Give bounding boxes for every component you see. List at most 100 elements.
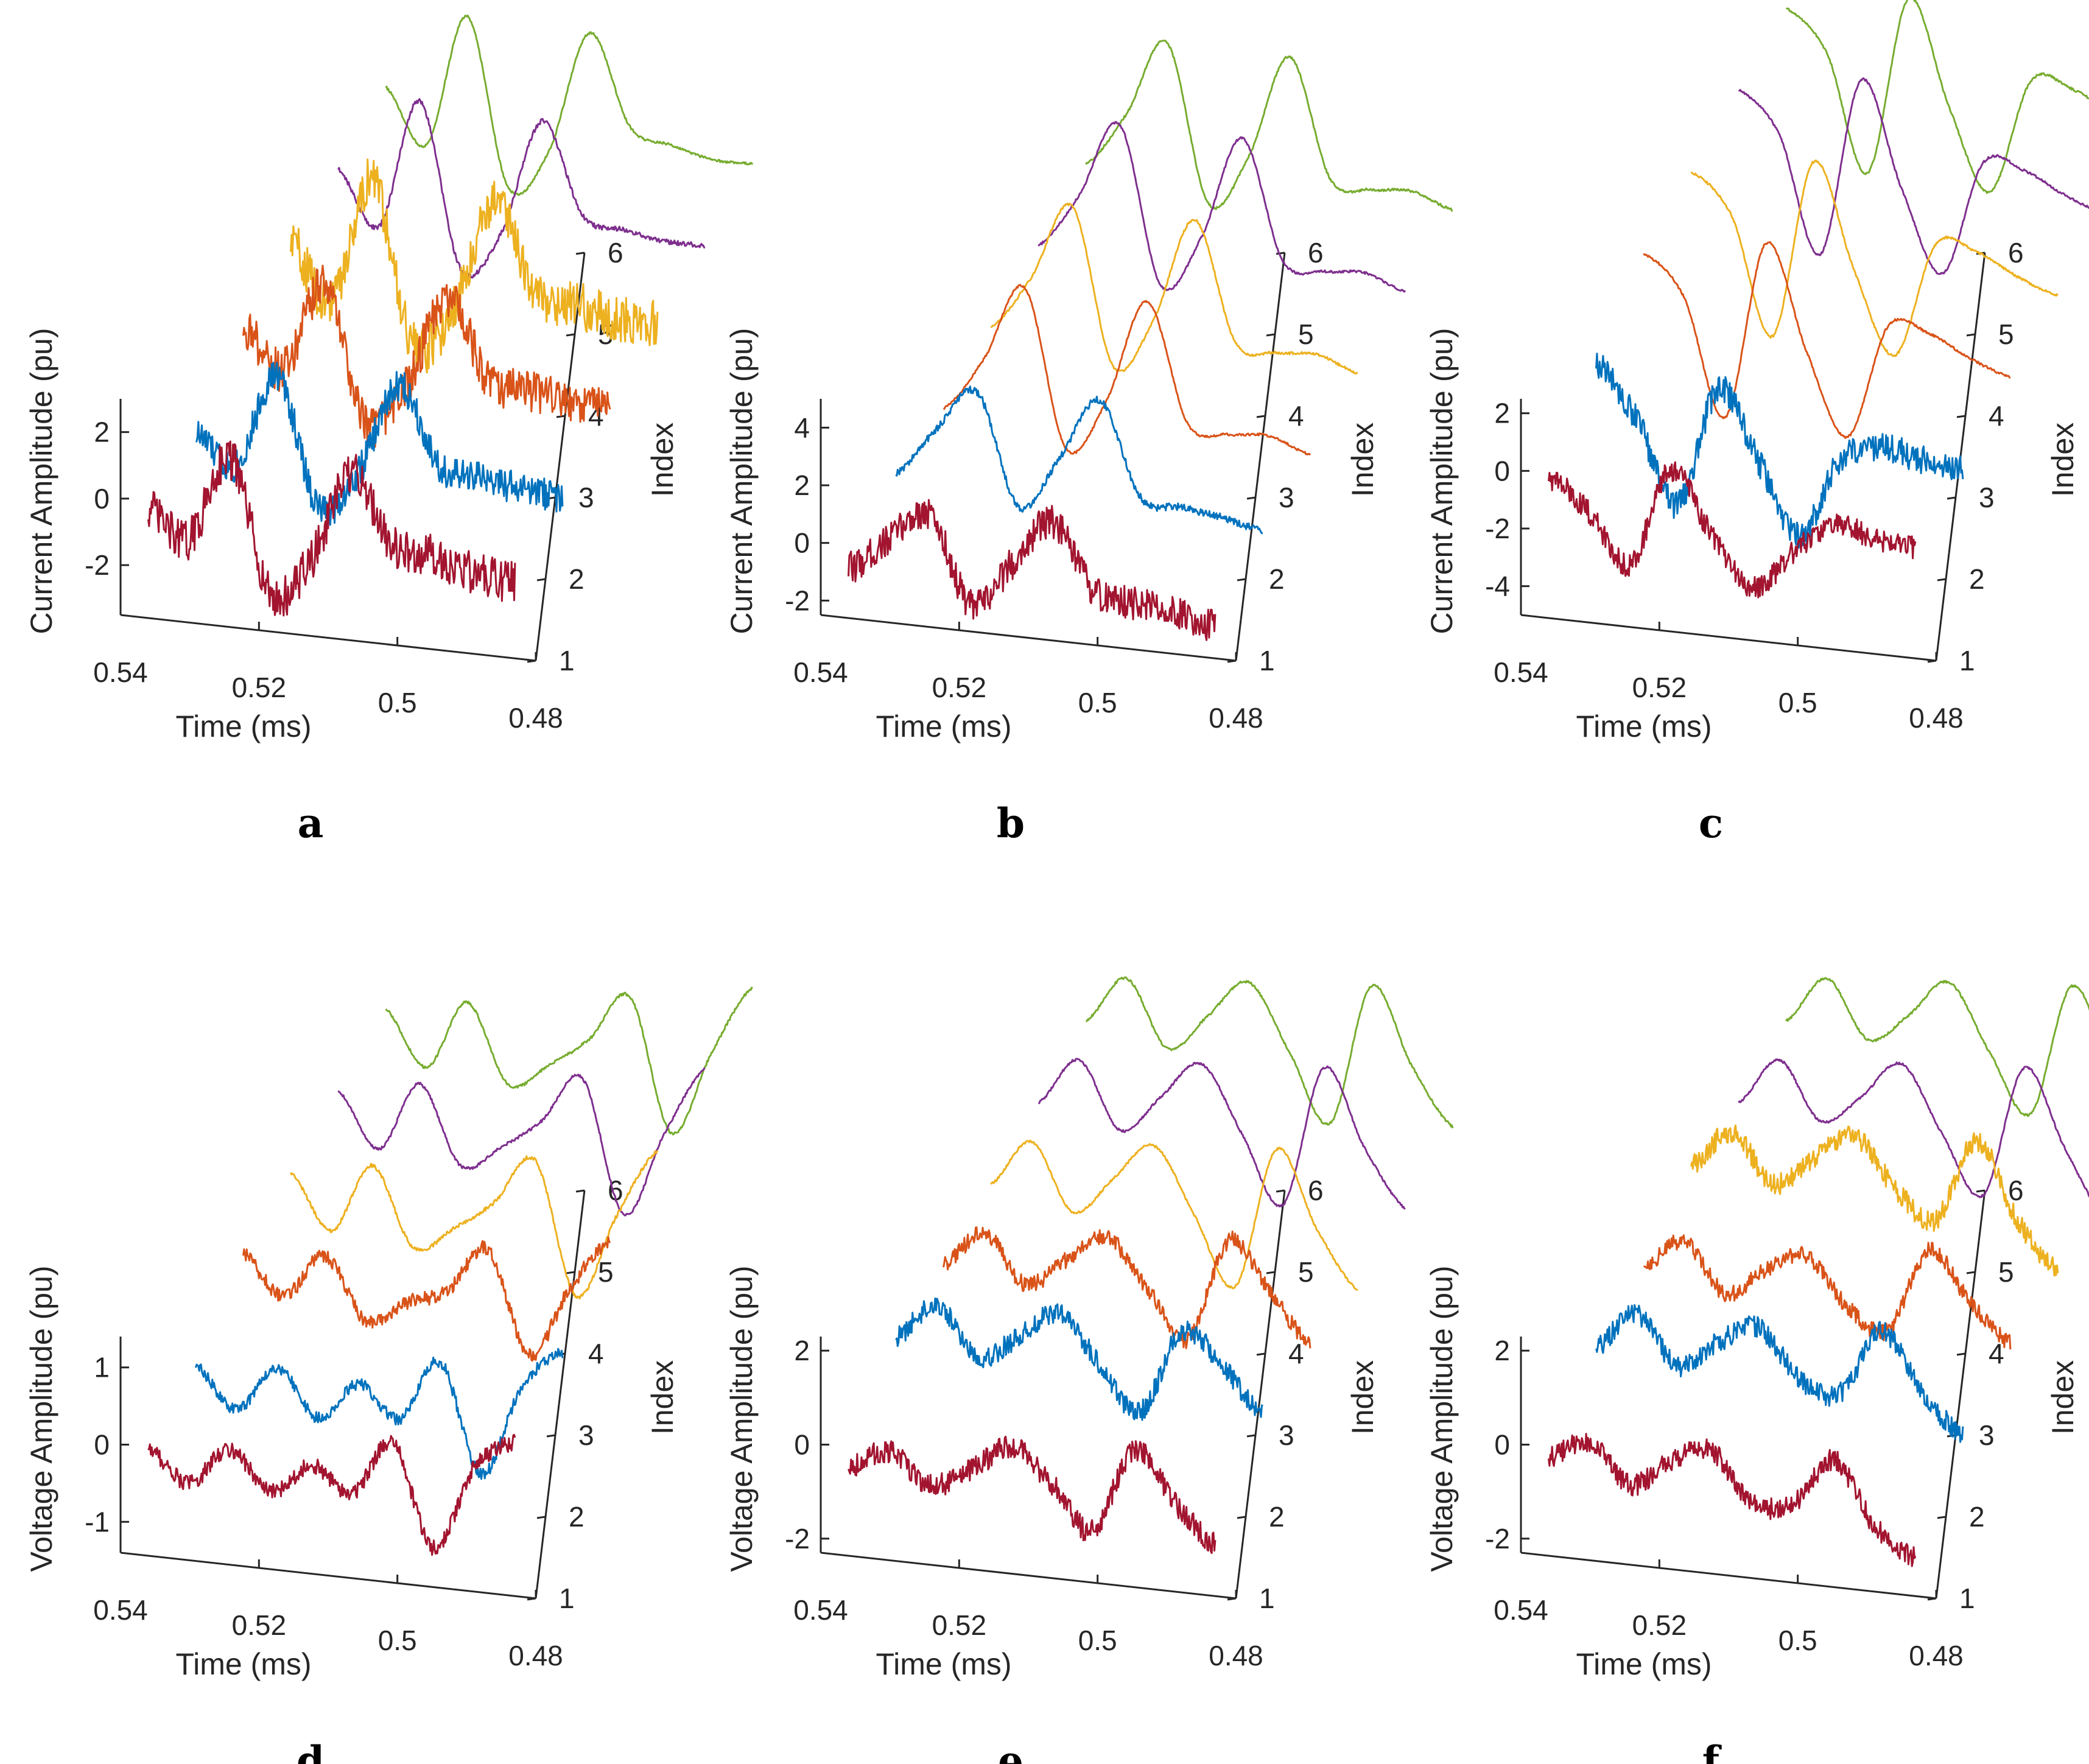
series-line-index-2	[1595, 353, 1964, 549]
z-tick-label: 4	[1288, 1338, 1304, 1369]
x-tick-label: 0.5	[378, 1625, 417, 1656]
z-tick-label: 6	[608, 237, 623, 269]
series-line-index-1	[147, 440, 516, 617]
z-tick-label: 2	[569, 1501, 585, 1533]
z-tick	[556, 415, 566, 418]
z-tick	[1956, 415, 1966, 418]
series-line-index-4	[990, 202, 1358, 375]
y-axis-label: Voltage Amplitude (pu)	[725, 1265, 759, 1572]
z-tick-label: 2	[569, 563, 585, 595]
series-line-index-5	[1738, 1058, 2089, 1198]
z-tick-label: 5	[1998, 1256, 2014, 1288]
z-tick	[575, 251, 585, 255]
series-line-index-2	[895, 385, 1263, 535]
z-tick	[536, 1516, 546, 1519]
x-tick-label: 0.54	[793, 1594, 848, 1626]
y-tick-label: -2	[1485, 513, 1510, 544]
z-axis-line	[535, 1190, 586, 1599]
z-axis-label: Index	[645, 423, 679, 497]
z-tick-label: 4	[588, 1338, 604, 1369]
z-tick-label: 4	[1288, 400, 1304, 432]
series-line-index-3	[1643, 241, 2011, 439]
y-tick-label: 2	[1494, 398, 1510, 429]
z-tick-label: 3	[578, 482, 594, 513]
y-tick-label: -1	[85, 1506, 110, 1537]
series-line-index-3	[1643, 1234, 2012, 1350]
z-tick	[1276, 251, 1285, 255]
y-axis-label: Current Amplitude (pu)	[1425, 328, 1459, 634]
z-tick-label: 5	[1298, 318, 1314, 350]
z-tick-label: 3	[1279, 1419, 1294, 1451]
z-axis-label: Index	[2046, 1360, 2080, 1435]
y-tick-label: -2	[1485, 1523, 1510, 1555]
series-line-index-6	[385, 15, 754, 196]
z-tick-label: 1	[559, 1583, 575, 1614]
x-tick-label: 0.54	[93, 1594, 148, 1626]
z-tick-label: 4	[1989, 1338, 2004, 1369]
x-axis-label: Time (ms)	[876, 709, 1011, 743]
series-line-index-5	[1738, 77, 2089, 275]
z-tick	[1956, 1352, 1966, 1356]
panel-label: c	[1699, 799, 1723, 847]
y-tick-label: 0	[1494, 455, 1510, 487]
series-line-index-4	[290, 158, 659, 374]
series-line-index-1	[1548, 461, 1917, 599]
series-line-index-1	[848, 1435, 1217, 1555]
z-tick	[566, 333, 575, 337]
z-tick-label: 1	[1959, 645, 1975, 676]
z-tick-label: 1	[1259, 1583, 1275, 1614]
x-tick-label: 0.54	[1494, 656, 1548, 688]
x-axis-label: Time (ms)	[175, 709, 311, 743]
z-tick-label: 6	[2008, 1175, 2024, 1206]
y-tick-label: 0	[94, 483, 110, 515]
z-axis-line	[1235, 1190, 1286, 1599]
x-tick-label: 0.5	[1778, 687, 1817, 719]
series-line-index-5	[1037, 121, 1406, 293]
z-tick-label: 1	[1259, 645, 1275, 676]
x-tick-label: 0.5	[1778, 1625, 1817, 1656]
x-axis-line	[120, 1551, 536, 1600]
x-axis-line	[820, 614, 1237, 662]
series-line-index-4	[290, 1150, 659, 1299]
x-axis-label: Time (ms)	[1576, 1647, 1712, 1681]
series-line-index-4	[990, 1139, 1358, 1291]
z-tick	[1927, 1597, 1937, 1601]
x-axis-line	[120, 614, 536, 662]
series-line-index-5	[337, 1067, 706, 1217]
z-tick	[1227, 659, 1237, 663]
z-tick	[1266, 1271, 1276, 1274]
y-tick-label: -2	[85, 549, 110, 581]
x-tick-label: 0.54	[93, 656, 148, 688]
x-axis-label: Time (ms)	[876, 1647, 1011, 1681]
x-tick-label: 0.48	[508, 1640, 563, 1671]
y-tick-label: 0	[94, 1429, 110, 1461]
series-line-index-1	[147, 1433, 516, 1556]
y-tick-label: 0	[794, 1429, 810, 1461]
x-tick-label: 0.48	[1209, 1640, 1263, 1671]
series-line-index-5	[1037, 1058, 1406, 1210]
z-tick-label: 1	[1959, 1583, 1975, 1614]
x-axis-line	[1520, 1551, 1937, 1600]
x-tick-label: 0.54	[1494, 1594, 1548, 1626]
y-axis-label: Voltage Amplitude (pu)	[24, 1265, 58, 1572]
z-axis-line	[1935, 1190, 1986, 1599]
series-line-index-6	[1786, 0, 2089, 194]
z-tick	[1256, 415, 1266, 418]
z-tick	[1256, 1352, 1266, 1356]
z-tick	[1947, 496, 1956, 500]
y-tick-label: -4	[1485, 571, 1510, 602]
z-tick	[527, 659, 536, 663]
z-tick	[1237, 578, 1246, 582]
panel-label: b	[997, 799, 1025, 847]
panel-b: 4 2 0 -2 0.54 0.52 0.5 0.48 1 2 3 4 5 6 Current Amplit…	[725, 40, 1453, 847]
z-tick-label: 2	[1269, 1501, 1285, 1533]
z-tick-label: 5	[1298, 1256, 1314, 1288]
z-axis-label: Index	[2046, 423, 2080, 497]
z-tick	[1937, 578, 1947, 582]
series-line-index-5	[337, 98, 706, 279]
z-tick-label: 3	[578, 1419, 594, 1451]
x-tick-label: 0.5	[1078, 1625, 1117, 1656]
y-tick-label: 0	[794, 527, 810, 559]
